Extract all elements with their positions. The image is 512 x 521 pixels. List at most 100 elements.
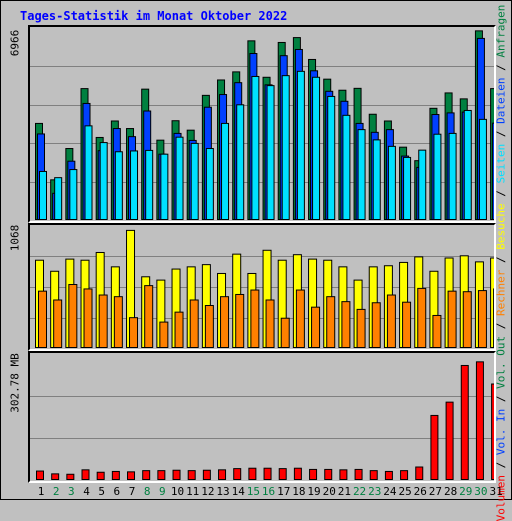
bar-volumen-day-7 (128, 472, 135, 480)
bar-seiten-day-25 (404, 157, 411, 219)
bar-volumen-day-12 (203, 470, 210, 479)
bar-seiten-day-23 (373, 140, 380, 220)
bar-rechner-day-10 (175, 312, 183, 347)
bar-seiten-day-2 (55, 178, 62, 220)
x-tick-label: 17 (277, 485, 290, 498)
bar-volumen-day-16 (264, 468, 271, 479)
legend-entry: / (495, 455, 508, 475)
panel3-ymax-label: 302.78 MB (9, 353, 22, 413)
bar-rechner-day-7 (130, 318, 138, 348)
x-tick-label: 26 (414, 485, 427, 498)
x-tick-label: 21 (338, 485, 351, 498)
bar-seiten-day-29 (464, 110, 471, 219)
legend-entry: / (495, 316, 508, 336)
bar-rechner-day-11 (190, 300, 198, 348)
bar-rechner-day-6 (114, 297, 122, 348)
bar-rechner-day-15 (251, 290, 259, 347)
bar-rechner-day-17 (281, 318, 289, 347)
bar-rechner-day-26 (418, 288, 426, 347)
bar-volumen-day-22 (355, 469, 362, 479)
x-tick-label: 16 (262, 485, 275, 498)
x-tick-label: 24 (383, 485, 397, 498)
bar-seiten-day-4 (85, 126, 92, 220)
bar-volumen-day-19 (310, 469, 317, 479)
x-tick-label: 23 (368, 485, 381, 498)
panel-volumen (28, 351, 496, 483)
right-legend: Volumen / Vol. In / Vol. Out / Rechner /… (495, 5, 508, 521)
bar-seiten-day-18 (297, 71, 304, 219)
x-tick-label: 4 (83, 485, 90, 498)
bar-volumen-day-18 (294, 468, 301, 479)
legend-entry: / (495, 184, 508, 204)
bar-seiten-day-11 (191, 143, 198, 219)
bar-rechner-day-24 (387, 295, 395, 347)
x-tick-label: 9 (159, 485, 166, 498)
bar-rechner-day-16 (266, 300, 274, 348)
bar-rechner-day-28 (448, 291, 456, 347)
bar-seiten-day-14 (237, 105, 244, 220)
bar-volumen-day-27 (431, 415, 438, 479)
bar-seiten-day-22 (358, 130, 365, 220)
bar-rechner-day-29 (463, 292, 471, 348)
x-tick-label: 18 (292, 485, 305, 498)
bar-seiten-day-28 (449, 133, 456, 219)
x-tick-label: 20 (323, 485, 336, 498)
x-tick-label: 14 (232, 485, 246, 498)
panel-besuche-rechner (28, 223, 496, 351)
bar-volumen-day-6 (112, 471, 119, 479)
legend-entry: Besuche (495, 203, 508, 249)
bar-seiten-day-17 (282, 76, 289, 220)
bar-volumen-day-21 (340, 470, 347, 480)
bar-seiten-day-13 (222, 123, 229, 219)
bar-seiten-day-8 (146, 150, 153, 219)
legend-entry: Anfragen (495, 5, 508, 58)
legend-entry: / (495, 250, 508, 270)
x-tick-label: 25 (398, 485, 411, 498)
bar-volumen-day-29 (461, 365, 468, 479)
x-tick-label: 15 (247, 485, 260, 498)
bar-seiten-day-30 (479, 119, 486, 219)
bar-rechner-day-18 (296, 290, 304, 347)
bar-rechner-day-14 (236, 294, 244, 347)
legend-entry: / (495, 389, 508, 409)
x-tick-label: 27 (429, 485, 442, 498)
legend-entry: Dateien (495, 78, 508, 124)
bar-volumen-day-26 (416, 467, 423, 479)
panel2-plot (30, 225, 494, 349)
x-tick-label: 7 (129, 485, 136, 498)
bar-rechner-day-4 (84, 289, 92, 348)
bar-seiten-day-15 (252, 76, 259, 219)
chart-title: Tages-Statistik im Monat Oktober 2022 (20, 9, 287, 23)
bar-rechner-day-30 (478, 291, 486, 348)
bar-rechner-day-1 (39, 291, 47, 347)
bar-volumen-day-14 (234, 469, 241, 480)
bar-volumen-day-10 (173, 470, 180, 479)
x-tick-label: 22 (353, 485, 366, 498)
bar-volumen-day-11 (188, 471, 195, 480)
bar-rechner-day-13 (221, 297, 229, 348)
panel2-ymax-label: 1068 (9, 225, 22, 252)
x-tick-label: 2 (53, 485, 60, 498)
x-tick-label: 19 (307, 485, 320, 498)
bar-rechner-day-23 (372, 303, 380, 348)
panel3-plot (30, 353, 494, 481)
bar-rechner-day-21 (342, 302, 350, 348)
bar-rechner-day-27 (433, 315, 441, 347)
bar-volumen-day-28 (446, 402, 453, 479)
bar-volumen-day-17 (279, 469, 286, 480)
bar-rechner-day-3 (69, 285, 77, 348)
bar-volumen-day-2 (52, 474, 59, 480)
bar-volumen-day-3 (67, 474, 74, 479)
panel1-ymax-label: 6966 (9, 30, 22, 57)
bar-seiten-day-16 (267, 86, 274, 220)
bar-rechner-day-19 (312, 307, 320, 347)
x-tick-label: 29 (459, 485, 472, 498)
bar-seiten-day-12 (206, 149, 213, 220)
x-tick-label: 1 (38, 485, 45, 498)
bar-volumen-day-30 (476, 362, 483, 480)
x-tick-label: 31 (489, 485, 502, 498)
bar-rechner-day-8 (145, 286, 153, 348)
bar-seiten-day-26 (419, 150, 426, 219)
bar-volumen-day-15 (249, 468, 256, 479)
